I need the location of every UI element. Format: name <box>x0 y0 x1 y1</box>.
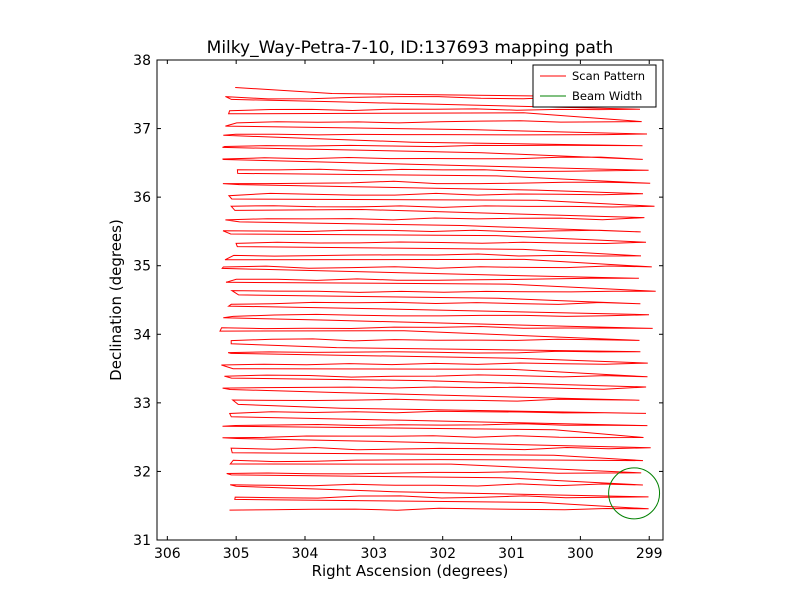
y-axis-label: Declination (degrees) <box>107 219 125 381</box>
y-tick-label: 36 <box>133 190 151 206</box>
y-tick-label: 32 <box>133 464 151 480</box>
legend-scan-label: Scan Pattern <box>572 69 645 83</box>
x-tick-label: 305 <box>223 546 250 562</box>
y-tick-label: 33 <box>133 396 151 412</box>
y-axis-ticks: 31 32 33 34 35 36 37 38 <box>133 53 663 549</box>
y-tick-label: 35 <box>133 259 151 275</box>
x-tick-label: 299 <box>636 546 663 562</box>
y-tick-label: 37 <box>133 122 151 138</box>
chart-title: Milky_Way-Petra-7-10, ID:137693 mapping … <box>207 38 614 58</box>
y-tick-label: 34 <box>133 327 151 343</box>
scan-pattern-line <box>219 87 656 511</box>
plot-frame <box>156 59 664 541</box>
y-tick-label: 31 <box>133 533 151 549</box>
scan-pattern-series <box>219 87 656 511</box>
x-axis-label: Right Ascension (degrees) <box>312 562 509 580</box>
x-tick-label: 301 <box>498 546 525 562</box>
legend-beam-label: Beam Width <box>572 89 642 103</box>
legend-box <box>532 64 657 108</box>
x-tick-label: 306 <box>154 546 181 562</box>
x-tick-label: 304 <box>292 546 319 562</box>
beam-width-series <box>608 467 661 520</box>
x-tick-label: 300 <box>567 546 594 562</box>
x-tick-label: 302 <box>429 546 456 562</box>
x-tick-label: 303 <box>360 546 387 562</box>
y-tick-label: 38 <box>133 53 151 69</box>
x-axis-ticks: 306 305 304 303 302 301 300 299 <box>154 60 663 562</box>
beam-width-circle <box>608 467 661 520</box>
legend: Scan Pattern Beam Width <box>532 64 657 108</box>
